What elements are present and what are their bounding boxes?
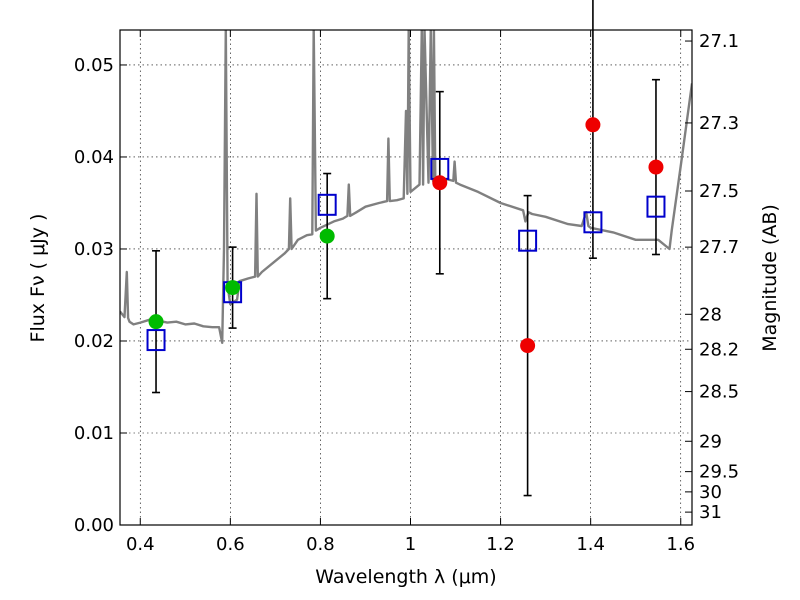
- model-spectrum-line: [120, 30, 692, 344]
- y-tick-label: 0.01: [74, 423, 114, 444]
- y2-tick-label: 28: [699, 304, 722, 325]
- model-box-marker: [646, 195, 666, 218]
- plot-frame: [119, 29, 693, 526]
- marker-layer: [146, 0, 666, 497]
- green-point-marker: [319, 228, 335, 244]
- red-point-marker: [520, 338, 536, 354]
- y2-tick-label: 27.7: [699, 237, 739, 258]
- y2-tick-label: 28.2: [699, 339, 739, 360]
- model-box-marker: [518, 229, 538, 252]
- green-point-marker: [225, 280, 241, 296]
- y2-tick-label: 27.1: [699, 31, 739, 52]
- y2-tick-label: 29.5: [699, 462, 739, 483]
- x-tick-label: 0.6: [216, 534, 245, 555]
- x-tick-label: 1.6: [666, 534, 695, 555]
- y2-tick-label: 30: [699, 482, 722, 503]
- x-tick-label: 1: [405, 534, 416, 555]
- red-point-marker: [585, 117, 601, 133]
- red-point-marker: [432, 175, 448, 191]
- red-point-marker: [648, 159, 664, 175]
- model-box-marker: [583, 211, 603, 234]
- y-axis-title: Flux Fν ( μJy ): [27, 214, 49, 343]
- x-axis-title: Wavelength λ (μm): [315, 566, 496, 588]
- x-tick-label: 0.4: [126, 534, 155, 555]
- x-tick-label: 0.8: [306, 534, 335, 555]
- y-tick-label: 0.02: [74, 331, 114, 352]
- y-tick-label: 0.05: [74, 55, 114, 76]
- model-box-marker: [317, 193, 337, 216]
- y2-axis-title: Magnitude (AB): [759, 204, 781, 352]
- x-tick-label: 1.4: [576, 534, 605, 555]
- axes: 0.4 0.6 0.8 1 1.2 1.4 1.6 0.00 0.01 0.02 0.03 0.04 0…: [74, 30, 739, 555]
- y-tick-label: 0.00: [74, 515, 114, 536]
- y2-tick-label: 29: [699, 431, 722, 452]
- x-tick-label: 1.2: [486, 534, 515, 555]
- y2-tick-label: 27.5: [699, 181, 739, 202]
- model-box-marker: [146, 329, 166, 352]
- y2-tick-label: 28.5: [699, 382, 739, 403]
- y2-tick-label: 31: [699, 502, 722, 523]
- data-layer: [120, 30, 692, 344]
- y2-tick-label: 27.3: [699, 113, 739, 134]
- y-tick-label: 0.03: [74, 239, 114, 260]
- y-tick-label: 0.04: [74, 147, 114, 168]
- green-point-marker: [148, 314, 164, 330]
